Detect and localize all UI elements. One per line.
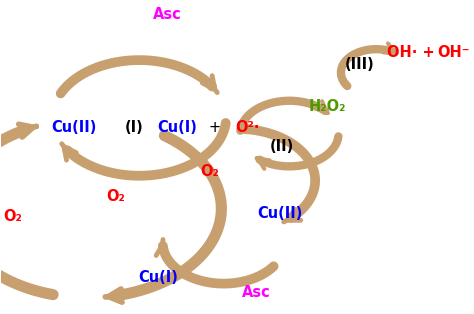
Text: O²·: O²·	[235, 120, 259, 135]
Text: O₂: O₂	[106, 189, 125, 203]
Text: (II): (II)	[270, 138, 294, 154]
Text: O₂: O₂	[3, 209, 22, 224]
Text: H₂O₂: H₂O₂	[308, 100, 346, 115]
Text: Asc: Asc	[242, 285, 271, 300]
Text: OH⁻: OH⁻	[437, 45, 470, 60]
Text: +: +	[208, 120, 220, 135]
Text: (III): (III)	[345, 57, 374, 72]
Text: (I): (I)	[125, 120, 144, 135]
Text: Cu(I): Cu(I)	[157, 120, 197, 135]
Text: OH· +: OH· +	[387, 45, 435, 60]
Text: Asc: Asc	[153, 7, 182, 22]
Text: Cu(I): Cu(I)	[138, 270, 178, 285]
Text: Cu(II): Cu(II)	[257, 206, 303, 221]
Text: Cu(II): Cu(II)	[51, 120, 96, 135]
Text: O₂: O₂	[200, 164, 219, 179]
